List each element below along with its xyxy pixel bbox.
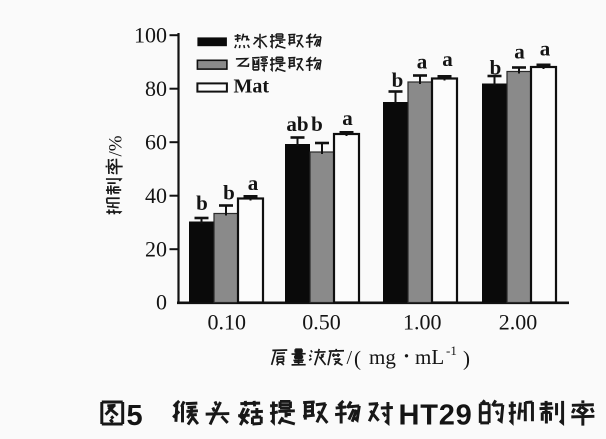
- svg-text:(: (: [354, 347, 361, 371]
- svg-text:80: 80: [145, 76, 167, 101]
- svg-text:a: a: [342, 106, 353, 130]
- svg-text:b: b: [311, 112, 323, 136]
- svg-text:b: b: [223, 181, 235, 205]
- svg-text:a: a: [248, 171, 259, 195]
- svg-text:b: b: [490, 56, 502, 80]
- svg-text:20: 20: [145, 237, 167, 262]
- svg-text:2.00: 2.00: [499, 310, 538, 335]
- svg-text:a: a: [417, 50, 428, 74]
- svg-text:): ): [463, 347, 470, 371]
- svg-text:b: b: [392, 68, 404, 92]
- svg-text:1.00: 1.00: [403, 310, 442, 335]
- svg-text:Mat: Mat: [234, 76, 270, 98]
- svg-text:b: b: [196, 191, 208, 215]
- svg-text:/: /: [347, 347, 353, 369]
- svg-text:a: a: [540, 37, 551, 61]
- svg-text:·: ·: [403, 344, 410, 368]
- svg-text:60: 60: [145, 130, 167, 155]
- svg-text:0: 0: [156, 290, 167, 315]
- svg-text:ab: ab: [286, 112, 308, 136]
- svg-text:40: 40: [145, 183, 167, 208]
- svg-text:100: 100: [134, 23, 167, 48]
- svg-text:a: a: [514, 40, 525, 64]
- svg-text:0.10: 0.10: [207, 310, 246, 335]
- svg-text:0.50: 0.50: [302, 310, 341, 335]
- svg-text:/%: /%: [105, 135, 126, 156]
- svg-text:a: a: [442, 47, 453, 71]
- svg-text:5: 5: [127, 400, 143, 432]
- svg-text:-1: -1: [446, 343, 457, 358]
- svg-text:HT29: HT29: [399, 400, 473, 432]
- svg-text:mg: mg: [369, 345, 396, 369]
- svg-text:mL: mL: [415, 345, 444, 369]
